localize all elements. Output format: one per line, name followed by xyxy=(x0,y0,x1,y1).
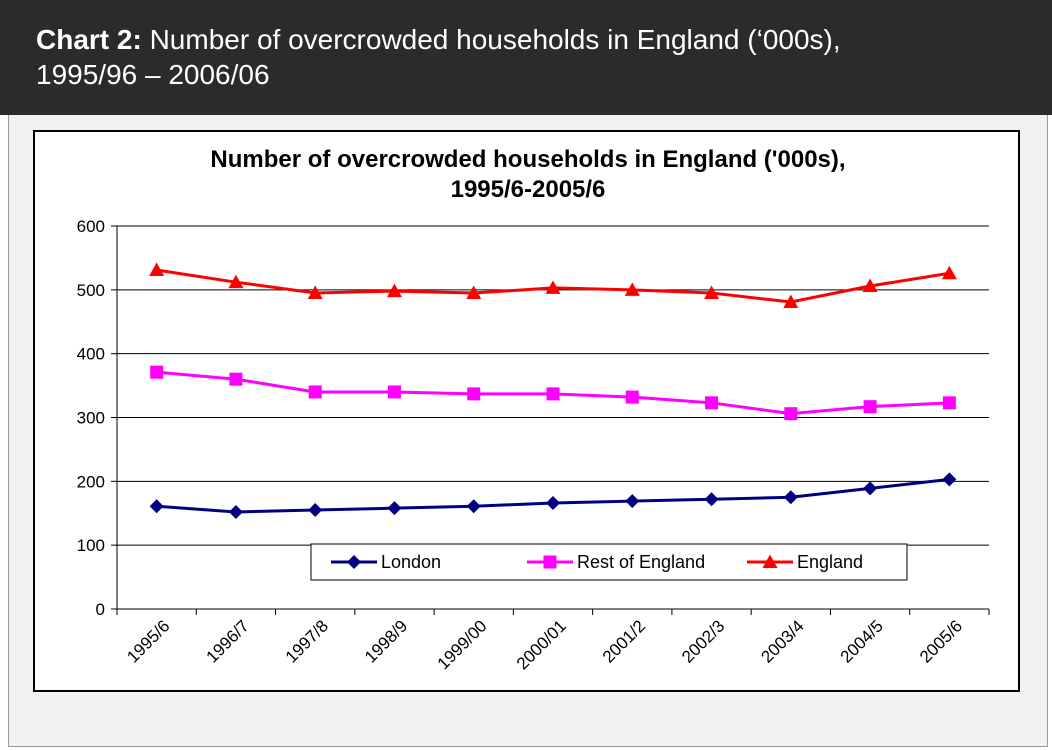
data-point-london-3 xyxy=(387,501,402,516)
data-point-london-9 xyxy=(863,481,878,496)
data-point-england-2 xyxy=(307,285,323,300)
data-point-london-10 xyxy=(942,472,957,487)
x-tick-label-2004-5: 2004/5 xyxy=(837,616,887,666)
y-tick-label-600: 600 xyxy=(77,217,105,236)
data-point-rest-of-england-7 xyxy=(705,396,719,410)
data-point-rest-of-england-3 xyxy=(387,385,401,399)
data-point-rest-of-england-5 xyxy=(546,387,560,401)
x-tick-label-2002-3: 2002/3 xyxy=(678,616,728,666)
y-tick-label-100: 100 xyxy=(77,536,105,555)
x-tick-label-2001-2: 2001/2 xyxy=(599,616,649,666)
caption-line-2: 1995/96 – 2006/06 xyxy=(36,59,270,90)
legend-label-rest-of-england: Rest of England xyxy=(577,552,705,572)
x-tick-label-2003-4: 2003/4 xyxy=(757,616,807,666)
data-point-england-0 xyxy=(149,262,165,277)
chart-frame xyxy=(33,130,1020,692)
x-tick-label-1996-7: 1996/7 xyxy=(203,616,253,666)
y-tick-label-300: 300 xyxy=(77,409,105,428)
data-point-london-6 xyxy=(625,494,640,509)
chart-title-line-2: 1995/6-2005/6 xyxy=(451,176,606,203)
y-tick-label-0: 0 xyxy=(96,600,105,619)
y-tick-label-500: 500 xyxy=(77,281,105,300)
data-point-england-10 xyxy=(941,265,957,280)
legend-marker-london xyxy=(347,555,361,569)
data-point-rest-of-england-1 xyxy=(229,372,243,386)
legend-marker-rest-of-england xyxy=(543,555,557,569)
data-point-london-0 xyxy=(149,499,164,514)
x-tick-label-1999-00: 1999/00 xyxy=(434,616,491,673)
chart-caption-header: Chart 2: Number of overcrowded household… xyxy=(0,0,1052,115)
data-point-london-5 xyxy=(546,496,560,511)
data-point-rest-of-england-8 xyxy=(784,407,798,421)
legend-box xyxy=(310,543,908,581)
x-tick-label-1995-6: 1995/6 xyxy=(123,616,173,666)
data-point-england-3 xyxy=(386,283,402,298)
x-tick-label-1998-9: 1998/9 xyxy=(361,616,411,666)
legend-label-london: London xyxy=(381,552,441,572)
data-point-england-6 xyxy=(624,282,640,296)
data-point-rest-of-england-6 xyxy=(625,390,639,404)
data-point-rest-of-england-9 xyxy=(863,400,877,414)
y-tick-label-400: 400 xyxy=(77,345,105,364)
caption-lead: Chart 2: xyxy=(36,24,142,55)
data-point-england-4 xyxy=(466,285,482,300)
data-point-london-4 xyxy=(466,499,481,514)
data-point-rest-of-england-2 xyxy=(308,385,322,399)
data-point-england-9 xyxy=(862,278,878,293)
data-point-london-8 xyxy=(783,490,798,505)
data-point-england-7 xyxy=(704,285,720,300)
data-point-london-7 xyxy=(704,492,719,507)
x-tick-label-2005-6: 2005/6 xyxy=(916,616,966,666)
caption-text: Number of overcrowded households in Engl… xyxy=(141,24,841,55)
x-tick-label-2000-01: 2000/01 xyxy=(513,616,570,673)
data-point-rest-of-england-10 xyxy=(942,396,956,410)
data-point-london-1 xyxy=(228,504,243,519)
data-point-england-5 xyxy=(545,280,561,294)
x-tick-label-1997-8: 1997/8 xyxy=(282,616,332,666)
chart-title-line-1: Number of overcrowded households in Engl… xyxy=(210,146,845,173)
data-point-england-1 xyxy=(228,274,244,289)
caption-line-1: Chart 2: Number of overcrowded household… xyxy=(36,22,1052,57)
data-point-rest-of-england-4 xyxy=(467,387,481,401)
data-point-london-2 xyxy=(308,503,323,518)
legend-marker-england xyxy=(762,554,778,568)
data-point-rest-of-england-0 xyxy=(150,365,164,379)
legend-label-england: England xyxy=(797,552,863,572)
data-point-england-8 xyxy=(783,294,799,308)
y-tick-label-200: 200 xyxy=(77,472,105,491)
